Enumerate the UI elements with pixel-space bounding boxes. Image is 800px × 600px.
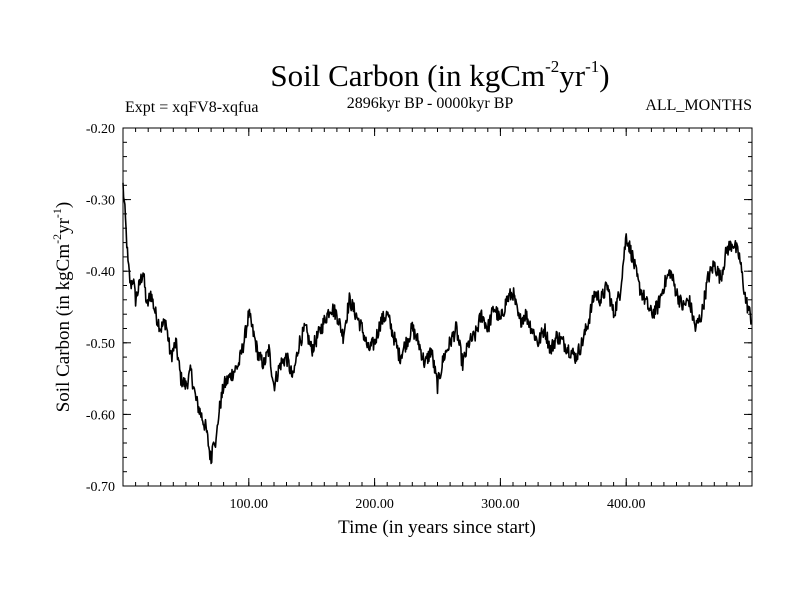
subtitle-experiment: Expt = xqFV8-xqfua — [125, 99, 258, 116]
y-tick-label: -0.60 — [86, 408, 115, 423]
series-line — [122, 182, 753, 465]
y-tick-label: -0.20 — [86, 122, 115, 137]
chart-title: Soil Carbon (in kgCm-2yr-1) — [270, 57, 609, 93]
x-axis: 100.00 200.00 300.00 400.00 — [230, 128, 646, 512]
series-group — [122, 182, 753, 465]
x-tick-label: 200.00 — [355, 497, 394, 512]
y-tick-label: -0.70 — [86, 480, 115, 495]
y-axis: -0.70 -0.60 -0.50 -0.40 -0.30 -0.20 — [86, 122, 752, 495]
x-axis-label: Time (in years since start) — [338, 517, 536, 538]
y-axis-label: Soil Carbon (in kgCm-2yr-1) — [50, 202, 74, 413]
y-tick-label: -0.50 — [86, 337, 115, 352]
subtitle-time-range: 2896kyr BP - 0000kyr BP — [347, 95, 514, 112]
subtitle-months: ALL_MONTHS — [645, 97, 752, 114]
y-tick-label: -0.30 — [86, 194, 115, 209]
y-tick-label: -0.40 — [86, 265, 115, 280]
minor-ticks — [123, 128, 752, 486]
x-tick-label: 300.00 — [481, 497, 520, 512]
x-tick-label: 400.00 — [607, 497, 646, 512]
x-tick-label: 100.00 — [230, 497, 269, 512]
